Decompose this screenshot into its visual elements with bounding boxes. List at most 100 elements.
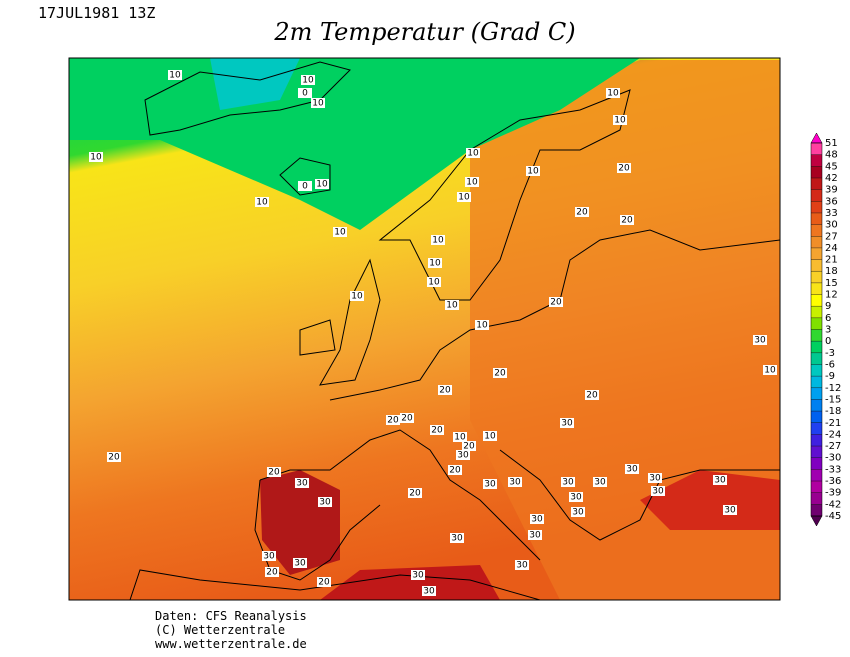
contour-label: 30: [451, 534, 463, 544]
colorbar-label: -3: [825, 348, 835, 359]
colorbar-band: [811, 434, 822, 447]
map-frame: [68, 57, 781, 601]
contour-label: 10: [428, 278, 440, 288]
contour-label-box: [408, 488, 422, 498]
colorbar-band: [811, 376, 822, 388]
contour-label: 10: [256, 198, 268, 208]
contour-label: 30: [296, 479, 308, 489]
colorbar-band: [811, 387, 822, 400]
contour-label-box: [528, 530, 542, 540]
contour-label: 0: [302, 182, 308, 192]
contour-label: 20: [586, 391, 598, 401]
contour-label-box: [651, 486, 665, 496]
contour-label-box: [301, 75, 315, 85]
contour-label-box: [267, 467, 281, 477]
contour-label: 10: [312, 99, 324, 109]
colorbar-label: 24: [825, 243, 838, 254]
contour-label: 20: [387, 416, 399, 426]
credit-line: Daten: CFS Reanalysis: [155, 609, 307, 623]
colorbar-band: [811, 399, 822, 412]
contour-label: 30: [263, 552, 275, 562]
colorbar-label: 18: [825, 266, 838, 277]
contour-label-box: [526, 166, 540, 176]
contour-label: 30: [319, 498, 331, 508]
colorbar-label: -30: [825, 453, 841, 464]
colorbar-band: [811, 259, 822, 272]
contour-label: 30: [754, 336, 766, 346]
contour-label: 10: [607, 89, 619, 99]
contour-label-box: [430, 425, 444, 435]
warm-east: [470, 60, 780, 600]
contour-label-box: [333, 227, 347, 237]
contour-label-box: [107, 452, 121, 462]
contour-label-box: [575, 207, 589, 217]
contour-label-box: [453, 432, 467, 442]
colorbar-label: 36: [825, 196, 838, 207]
contour-label-box: [350, 291, 364, 301]
contour-label-box: [400, 413, 414, 423]
contour-label-box: [620, 215, 634, 225]
contour-label: 10: [334, 228, 346, 238]
contour-label: 10: [527, 167, 539, 177]
colorbar-band: [811, 457, 822, 470]
contour-label: 20: [401, 414, 413, 424]
contour-label: 30: [531, 515, 543, 525]
colorbar-label: 48: [825, 150, 838, 161]
contour-label: 10: [302, 76, 314, 86]
colorbar-cap: [810, 132, 823, 144]
colorbar-band: [811, 329, 822, 342]
contour-label-box: [293, 558, 307, 568]
colorbar-label: -45: [825, 511, 841, 522]
contour-label: 30: [572, 508, 584, 518]
colorbar-band: [811, 212, 822, 225]
contour-label-box: [168, 70, 182, 80]
contour-label: 0: [302, 89, 308, 99]
colorbar-label: 9: [825, 301, 831, 312]
contour-label: 10: [454, 433, 466, 443]
colorbar-label: -6: [825, 359, 835, 370]
contour-label: 20: [266, 568, 278, 578]
contour-label-box: [311, 98, 325, 108]
contour-label: 30: [652, 487, 664, 497]
contour-label: 30: [509, 478, 521, 488]
colorbar-cap: [810, 515, 823, 527]
contour-label-box: [255, 197, 269, 207]
colorbar-band: [811, 411, 822, 423]
contour-label: 10: [429, 259, 441, 269]
colorbar-band: [811, 236, 822, 248]
contour-label: 30: [423, 587, 435, 597]
contour-label-box: [606, 88, 620, 98]
contour-label-box: [530, 514, 544, 524]
colorbar-band: [811, 352, 822, 365]
contour-label-box: [493, 368, 507, 378]
contour-label: 10: [614, 116, 626, 126]
contour-label-box: [427, 277, 441, 287]
colorbar-band: [811, 481, 822, 493]
contour-label: 30: [457, 451, 469, 461]
contour-label-box: [763, 365, 777, 375]
contour-label: 30: [724, 506, 736, 516]
contour-label: 10: [446, 301, 458, 311]
contour-label: 10: [351, 292, 363, 302]
contour-label: 20: [494, 369, 506, 379]
contour-label: 10: [432, 236, 444, 246]
contour-label: 30: [294, 559, 306, 569]
colorbar-frame: [810, 142, 823, 517]
contour-label: 20: [618, 164, 630, 174]
contour-label: 20: [409, 489, 421, 499]
colorbar-label: 12: [825, 290, 838, 301]
colorbar-label: 0: [825, 336, 831, 347]
colorbar-label: -33: [825, 464, 841, 475]
colorbar-label: -15: [825, 394, 841, 405]
contour-label-box: [617, 163, 631, 173]
map-field: [69, 58, 780, 600]
colorbar-label: 27: [825, 231, 838, 242]
colorbar-label: -12: [825, 383, 841, 394]
colorbar-band: [811, 143, 822, 155]
contour-label: 10: [169, 71, 181, 81]
colorbar-band: [811, 166, 822, 178]
title: 2m Temperatur (Grad C): [273, 18, 575, 46]
colorbar-band: [811, 282, 822, 295]
contour-label: 20: [550, 298, 562, 308]
contour-label: 20: [431, 426, 443, 436]
